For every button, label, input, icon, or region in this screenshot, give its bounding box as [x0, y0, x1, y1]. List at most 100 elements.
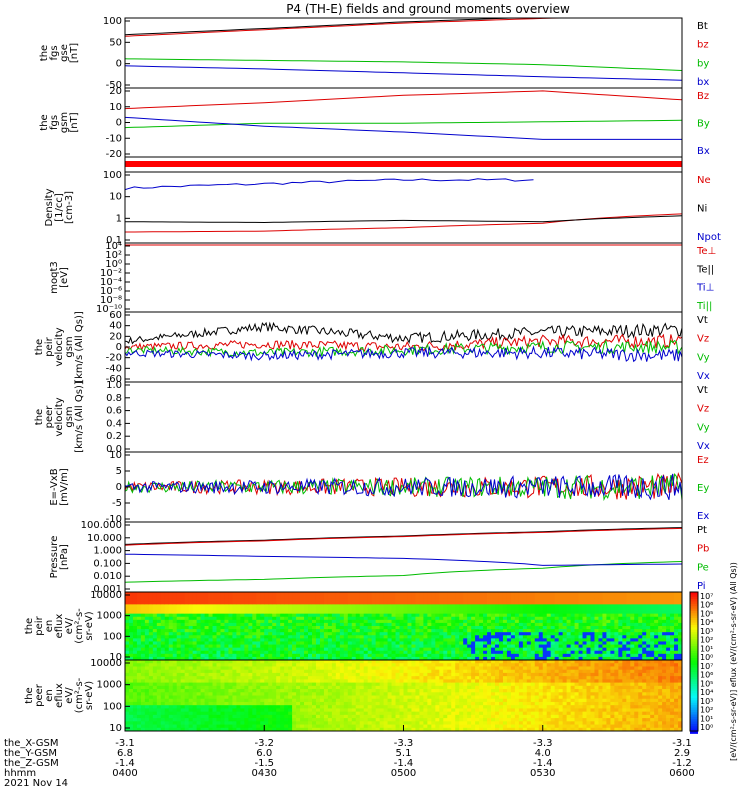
spec-cell	[272, 653, 277, 658]
spec-cell	[132, 685, 138, 690]
y-tick-label: 1.000	[93, 546, 122, 557]
spec-cell	[192, 669, 198, 674]
spec-cell	[212, 685, 217, 690]
spec-cell	[534, 650, 540, 655]
spec-cell	[248, 592, 253, 596]
spec-cell	[566, 653, 571, 658]
spec-cell	[407, 626, 412, 630]
spec-cell	[296, 695, 301, 700]
spec-cell	[387, 685, 392, 690]
spec-cell	[379, 685, 385, 690]
spec-cell	[578, 638, 583, 642]
spec-cell	[646, 641, 651, 645]
spec-cell	[236, 682, 241, 687]
spec-cell	[678, 616, 683, 621]
y-tick-label: 0.010	[93, 571, 122, 582]
spec-cell	[610, 650, 615, 655]
spec-cell	[248, 641, 253, 645]
spec-cell	[614, 650, 619, 655]
spec-cell	[204, 714, 209, 719]
spec-cell	[666, 656, 671, 661]
spec-cell	[411, 650, 416, 655]
spec-cell	[304, 679, 309, 683]
spec-cell	[634, 622, 639, 627]
spec-cell	[622, 619, 627, 624]
spec-cell	[331, 598, 337, 602]
spec-cell	[327, 705, 333, 709]
spec-cell	[144, 592, 150, 596]
spec-cell	[256, 635, 261, 639]
spec-cell	[196, 695, 201, 700]
spec-cell	[546, 641, 552, 645]
spec-cell	[172, 592, 178, 596]
spec-cell	[152, 629, 158, 633]
spec-cell	[128, 613, 134, 618]
spec-cell	[335, 638, 341, 642]
spec-cell	[216, 718, 221, 722]
spec-cell	[160, 714, 166, 719]
spec-cell	[180, 613, 186, 618]
spec-cell	[407, 644, 412, 649]
spec-cell	[304, 682, 309, 687]
spec-cell	[618, 619, 623, 624]
spec-cell	[256, 676, 261, 680]
spec-cell	[343, 724, 349, 729]
spec-cell	[335, 721, 341, 725]
spec-cell	[554, 629, 560, 633]
spec-cell	[125, 679, 130, 683]
spec-cell	[371, 650, 377, 655]
spec-cell	[650, 622, 655, 627]
spec-cell	[550, 632, 556, 636]
spec-cell	[654, 644, 659, 649]
spec-cell	[160, 613, 166, 618]
spec-cell	[411, 622, 416, 627]
spec-cell	[292, 641, 297, 645]
spec-cell	[594, 638, 599, 642]
spec-cell	[304, 660, 309, 664]
spec-cell	[407, 641, 412, 645]
spec-cell	[427, 669, 432, 674]
spec-cell	[638, 656, 643, 661]
spec-cell	[347, 663, 353, 667]
spec-cell	[371, 660, 377, 664]
spec-cell	[212, 663, 217, 667]
spec-cell	[670, 626, 675, 630]
spec-cell	[244, 592, 249, 596]
spec-cell	[630, 595, 635, 599]
spec-cell	[479, 592, 484, 596]
spec-cell	[188, 701, 194, 706]
spec-cell	[160, 629, 166, 633]
spec-cell	[522, 638, 528, 642]
spec-cell	[642, 592, 647, 596]
spec-cell	[566, 650, 571, 655]
spec-cell	[308, 682, 313, 687]
spec-cell	[331, 692, 337, 696]
spec-cell	[339, 711, 345, 716]
spec-cell	[411, 714, 416, 719]
spec-cell	[530, 656, 536, 661]
spec-cell	[208, 619, 213, 624]
spec-cell	[347, 607, 353, 611]
spec-cell	[670, 595, 675, 599]
spec-cell	[475, 607, 480, 611]
spec-cell	[642, 644, 647, 649]
spec-cell	[371, 663, 377, 667]
spec-cell	[323, 672, 329, 677]
spec-cell	[343, 663, 349, 667]
spec-cell	[570, 635, 575, 639]
spec-cell	[463, 650, 468, 655]
spec-cell	[439, 595, 444, 599]
spec-cell	[674, 638, 679, 642]
spec-cell	[339, 676, 345, 680]
spec-cell	[284, 629, 289, 633]
spec-cell	[510, 632, 516, 636]
spec-cell	[156, 689, 162, 693]
spec-cell	[475, 644, 480, 649]
spec-cell	[232, 689, 237, 693]
spec-cell	[522, 610, 528, 615]
spec-cell	[323, 682, 329, 687]
spec-cell	[264, 685, 269, 690]
spec-cell	[463, 598, 468, 602]
spec-cell	[264, 660, 269, 664]
spec-cell	[574, 595, 579, 599]
